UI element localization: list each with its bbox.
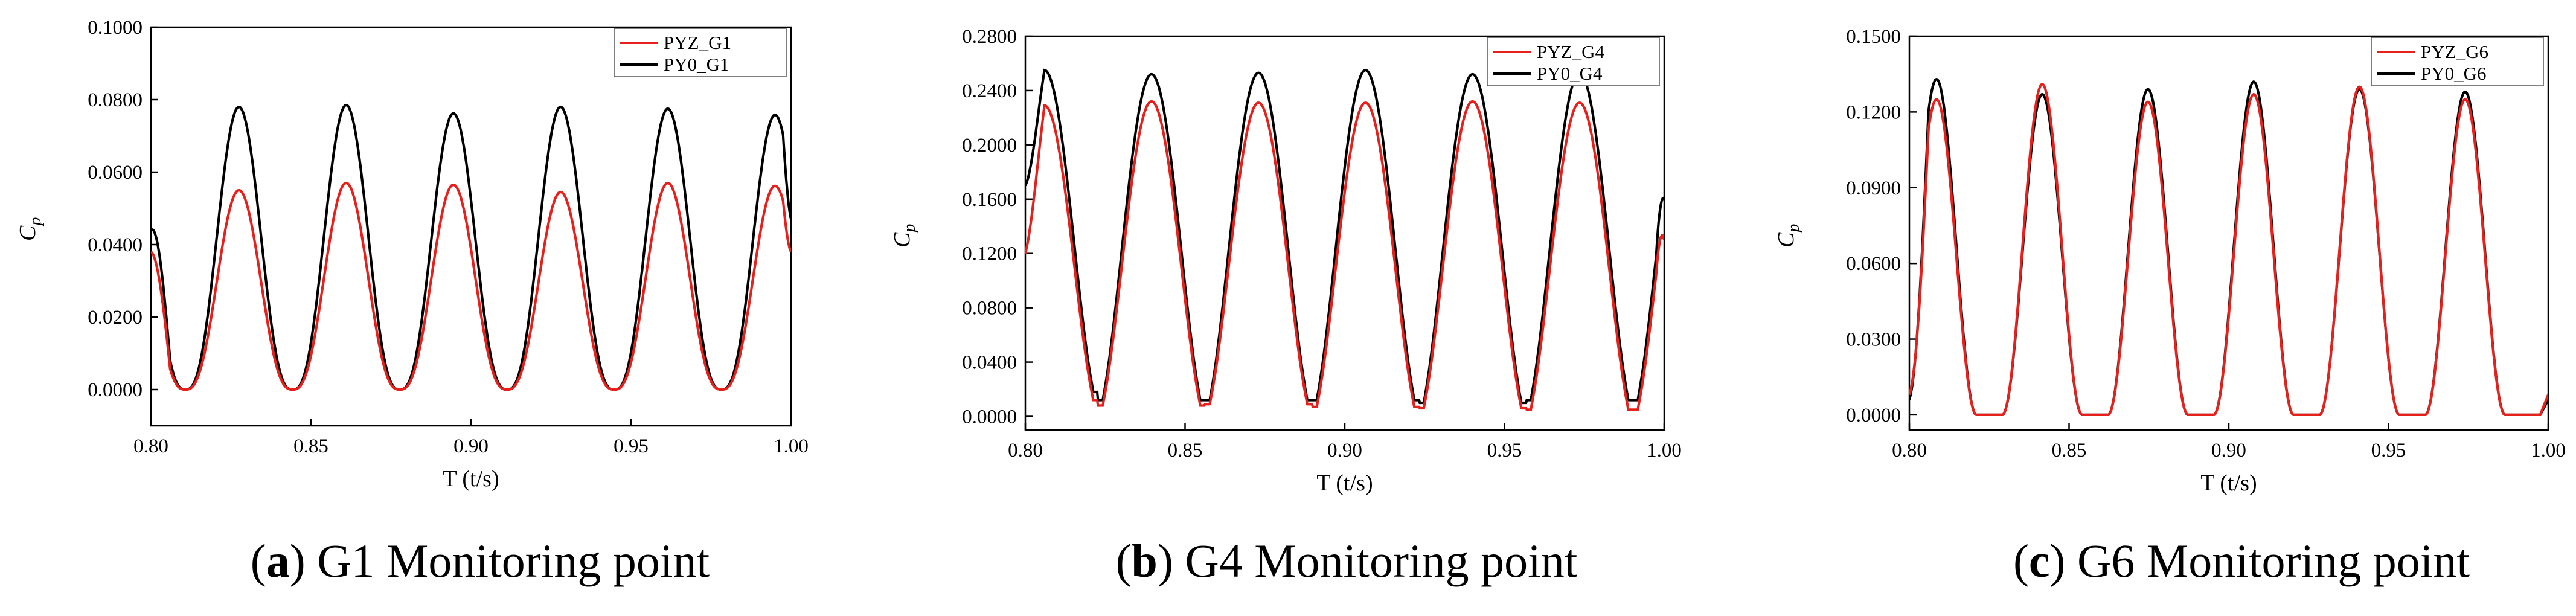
y-tick-label: 0.0600 [88, 162, 143, 184]
x-tick-label: 0.90 [1327, 440, 1362, 461]
chart-panel-b: 0.80 0.85 0.90 0.95 1.00 0.0000 0.0400 0.0800 0.… [889, 26, 1682, 587]
plot-frame [1908, 35, 2549, 431]
chart-panel-c: 0.80 0.85 0.90 0.95 1.00 0.0000 0.0300 0.0600 0.… [1773, 26, 2566, 587]
x-axis-title: T (t/s) [443, 466, 499, 492]
caption-paren-open: ( [251, 534, 266, 587]
caption-text: G4 Monitoring point [1185, 534, 1577, 587]
x-tick-label: 1.00 [2531, 440, 2566, 461]
y-axis-title-sub: p [900, 224, 919, 234]
y-axis-title: Cp [1773, 224, 1803, 248]
legend-label: PY0_G4 [1537, 63, 1603, 84]
y-axis-title-sub: p [1784, 224, 1803, 234]
chart-panel-a: 0.80 0.85 0.90 0.95 1.00 0.0000 0.0200 0.0400 0.… [15, 17, 809, 587]
caption-paren-open: ( [1116, 534, 1132, 587]
caption-text: G1 Monitoring point [317, 534, 710, 587]
legend-label: PY0_G1 [664, 54, 729, 75]
y-tick-label: 0.1500 [1846, 26, 1901, 48]
y-tick-label: 0.0400 [962, 352, 1017, 374]
series-line-pyz_g4 [1025, 100, 1664, 411]
caption-text: G6 Monitoring point [2077, 534, 2470, 587]
panel-caption: (b) G4 Monitoring point [1116, 534, 1578, 587]
x-axis-title: T (t/s) [1316, 470, 1373, 496]
legend-box [1487, 37, 1660, 86]
series-line-py0_g6 [1909, 77, 2548, 416]
legend-box [614, 28, 787, 77]
y-tick-label: 0.2000 [962, 135, 1017, 156]
plot-frame [1024, 35, 1665, 431]
legend-label: PYZ_G4 [1537, 41, 1604, 62]
x-tick-label: 1.00 [1647, 440, 1682, 461]
y-tick-label: 0.2800 [962, 26, 1017, 48]
x-tick-label: 1.00 [774, 435, 809, 457]
series-line-pyz_g1 [151, 181, 791, 391]
panel-caption: (c) G6 Monitoring point [2013, 534, 2470, 587]
series-line-pyz_g6 [1909, 83, 2548, 416]
y-tick-label: 0.0800 [88, 89, 143, 111]
y-tick-label: 0.0000 [88, 379, 143, 401]
legend-label: PYZ_G6 [2421, 41, 2488, 62]
caption-paren-close: ) [290, 534, 317, 587]
legend-box [2371, 37, 2544, 86]
x-tick-label: 0.95 [1487, 440, 1522, 461]
y-tick-label: 0.1200 [962, 243, 1017, 265]
y-tick-label: 0.0000 [1846, 405, 1901, 426]
y-axis-title: Cp [15, 217, 45, 241]
y-tick-label: 0.1000 [88, 17, 143, 39]
y-tick-label: 0.2400 [962, 80, 1017, 102]
x-tick-label: 0.85 [1168, 440, 1203, 461]
y-tick-label: 0.0400 [88, 234, 143, 256]
y-tick-label: 0.1600 [962, 189, 1017, 211]
legend-label: PYZ_G1 [664, 32, 731, 53]
x-tick-label: 0.80 [1008, 440, 1043, 461]
panel-caption: (a) G1 Monitoring point [251, 534, 710, 587]
y-tick-label: 0.0200 [88, 307, 143, 329]
y-tick-label: 0.0800 [962, 298, 1017, 319]
series-line-py0_g1 [151, 103, 791, 391]
x-axis-title: T (t/s) [2200, 470, 2257, 496]
caption-letter: b [1132, 534, 1158, 587]
y-axis-title-main: C [1773, 232, 1799, 248]
caption-paren-close: ) [1158, 534, 1185, 587]
x-tick-label: 0.85 [293, 435, 328, 457]
series-line-py0_g4 [1025, 68, 1664, 405]
y-tick-label: 0.0600 [1846, 253, 1901, 275]
caption-paren-open: ( [2013, 534, 2029, 587]
legend-label: PY0_G6 [2421, 63, 2487, 84]
caption-letter: a [266, 534, 290, 587]
y-tick-label: 0.1200 [1846, 101, 1901, 123]
x-tick-label: 0.95 [2371, 440, 2406, 461]
x-tick-label: 0.95 [614, 435, 649, 457]
x-tick-label: 0.80 [133, 435, 168, 457]
caption-paren-close: ) [2050, 534, 2077, 587]
y-axis-title-main: C [889, 232, 915, 248]
x-tick-label: 0.90 [2211, 440, 2246, 461]
y-tick-label: 0.0900 [1846, 178, 1901, 199]
y-axis-title-sub: p [26, 217, 45, 227]
y-axis-title: Cp [889, 224, 919, 248]
x-tick-label: 0.90 [453, 435, 489, 457]
y-tick-label: 0.0000 [962, 406, 1017, 428]
plot-frame [150, 26, 792, 427]
y-tick-label: 0.0300 [1846, 329, 1901, 351]
x-tick-label: 0.85 [2052, 440, 2087, 461]
caption-letter: c [2029, 534, 2050, 587]
y-axis-title-main: C [15, 225, 40, 241]
x-tick-label: 0.80 [1892, 440, 1927, 461]
